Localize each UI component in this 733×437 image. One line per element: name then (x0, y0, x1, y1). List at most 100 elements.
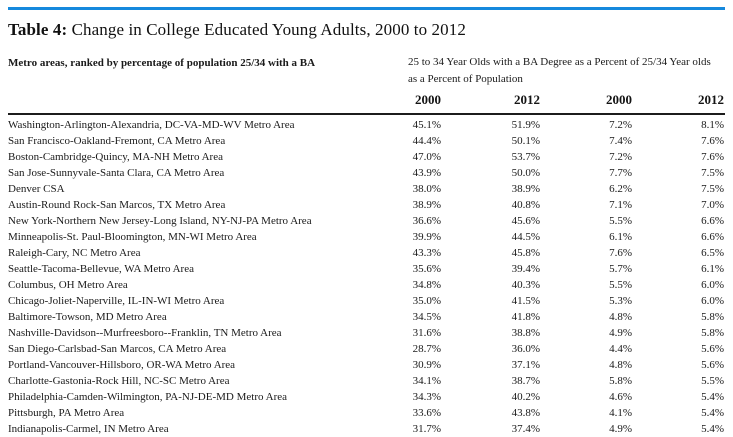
value-cell: 43.8% (511, 407, 540, 419)
value-cell: 7.1% (609, 199, 632, 211)
values-header-line2: as a Percent of Population (408, 72, 523, 85)
metro-name-cell: San Jose-Sunnyvale-Santa Clara, CA Metro… (8, 167, 225, 179)
metro-data-table: 2000 2012 2000 2012 Washington-Arlington… (8, 90, 725, 437)
value-cell: 5.8% (701, 327, 724, 339)
table-row: Austin-Round Rock-San Marcos, TX Metro A… (8, 197, 725, 213)
value-cell: 41.5% (511, 295, 540, 307)
value-cell: 45.8% (511, 247, 540, 259)
value-cell: 45.1% (412, 119, 441, 131)
value-cell: 53.7% (511, 151, 540, 163)
value-cell: 34.3% (412, 391, 441, 403)
value-cell: 5.7% (609, 263, 632, 275)
value-cell: 5.5% (701, 375, 724, 387)
value-cell: 36.6% (412, 215, 441, 227)
table-row: Denver CSA 38.0% 38.9% 6.2% 7.5% (8, 181, 725, 197)
value-cell: 47.0% (412, 151, 441, 163)
metro-name-cell: Columbus, OH Metro Area (8, 279, 128, 291)
value-cell: 28.7% (412, 343, 441, 355)
metro-name-cell: Denver CSA (8, 183, 65, 195)
value-cell: 7.0% (701, 199, 724, 211)
table-row: San Francisco-Oakland-Fremont, CA Metro … (8, 133, 725, 149)
value-cell: 7.7% (609, 167, 632, 179)
value-cell: 7.6% (609, 247, 632, 259)
value-cell: 6.5% (701, 247, 724, 259)
table-title-text: Change in College Educated Young Adults,… (67, 20, 466, 39)
value-cell: 4.8% (609, 311, 632, 323)
table-row: Washington-Arlington-Alexandria, DC-VA-M… (8, 114, 725, 133)
table-row: Minneapolis-St. Paul-Bloomington, MN-WI … (8, 229, 725, 245)
value-cell: 6.1% (609, 231, 632, 243)
value-cell: 41.8% (511, 311, 540, 323)
table-subheader: Metro areas, ranked by percentage of pop… (8, 54, 725, 87)
value-cell: 33.6% (412, 407, 441, 419)
metro-name-cell: Raleigh-Cary, NC Metro Area (8, 247, 141, 259)
table-row: Raleigh-Cary, NC Metro Area 43.3% 45.8% 7.6… (8, 245, 725, 261)
value-cell: 4.8% (609, 359, 632, 371)
value-cell: 4.6% (609, 391, 632, 403)
metro-name-cell: Chicago-Joliet-Naperville, IL-IN-WI Metr… (8, 295, 225, 307)
metro-name-cell: Pittsburgh, PA Metro Area (8, 407, 125, 419)
value-cell: 5.4% (701, 407, 724, 419)
value-cell: 43.9% (412, 167, 441, 179)
value-cell: 5.6% (701, 359, 724, 371)
value-cell: 38.9% (511, 183, 540, 195)
table-row: Charlotte-Gastonia-Rock Hill, NC-SC Metr… (8, 373, 725, 389)
table-row: Seattle-Tacoma-Bellevue, WA Metro Area 35… (8, 261, 725, 277)
value-cell: 44.4% (412, 135, 441, 147)
metro-name-cell: Indianapolis-Carmel, IN Metro Area (8, 423, 169, 435)
table-row: Philadelphia-Camden-Wilmington, PA-NJ-DE… (8, 389, 725, 405)
value-cell: 4.9% (609, 327, 632, 339)
value-cell: 5.8% (609, 375, 632, 387)
table-body: Washington-Arlington-Alexandria, DC-VA-M… (8, 114, 725, 437)
value-cell: 30.9% (412, 359, 441, 371)
value-cell: 35.0% (412, 295, 441, 307)
metro-name-cell: Washington-Arlington-Alexandria, DC-VA-M… (8, 119, 295, 131)
value-cell: 5.5% (609, 215, 632, 227)
value-cell: 40.8% (511, 199, 540, 211)
value-cell: 35.6% (412, 263, 441, 275)
metro-name-cell: Philadelphia-Camden-Wilmington, PA-NJ-DE… (8, 391, 287, 403)
value-cell: 34.1% (412, 375, 441, 387)
value-cell: 7.2% (609, 119, 632, 131)
value-cell: 6.6% (701, 231, 724, 243)
table-row: Columbus, OH Metro Area 34.8% 40.3% 5.5% 6.0… (8, 277, 725, 293)
value-cell: 6.0% (701, 279, 724, 291)
value-cell: 38.7% (511, 375, 540, 387)
value-cell: 40.2% (511, 391, 540, 403)
metro-name-cell: Charlotte-Gastonia-Rock Hill, NC-SC Metr… (8, 375, 230, 387)
value-cell: 5.8% (701, 311, 724, 323)
value-cell: 5.3% (609, 295, 632, 307)
value-cell: 7.6% (701, 151, 724, 163)
table-row: Indianapolis-Carmel, IN Metro Area 31.7% 3… (8, 421, 725, 437)
values-column-group-header: 25 to 34 Year Olds with a BA Degree as a… (408, 54, 725, 87)
value-cell: 5.5% (609, 279, 632, 291)
value-cell: 50.1% (511, 135, 540, 147)
year-column-header-pct-2000: 2000 (541, 90, 633, 115)
values-header-line1: 25 to 34 Year Olds with a BA Degree as a… (408, 56, 711, 68)
page-title: Table 4: Change in College Educated Youn… (8, 19, 725, 41)
value-cell: 7.2% (609, 151, 632, 163)
value-cell: 7.5% (701, 183, 724, 195)
value-cell: 4.1% (609, 407, 632, 419)
table-row: Chicago-Joliet-Naperville, IL-IN-WI Metr… (8, 293, 725, 309)
metro-name-cell: Austin-Round Rock-San Marcos, TX Metro A… (8, 199, 226, 211)
metro-name-cell: San Francisco-Oakland-Fremont, CA Metro … (8, 135, 226, 147)
value-cell: 6.1% (701, 263, 724, 275)
value-cell: 38.8% (511, 327, 540, 339)
metro-name-cell: Baltimore-Towson, MD Metro Area (8, 311, 167, 323)
value-cell: 5.4% (701, 391, 724, 403)
value-cell: 38.9% (412, 199, 441, 211)
top-accent-rule (8, 7, 725, 10)
table-row: Boston-Cambridge-Quincy, MA-NH Metro Are… (8, 149, 725, 165)
year-column-header-ba-2000: 2000 (368, 90, 442, 115)
value-cell: 31.6% (412, 327, 441, 339)
value-cell: 38.0% (412, 183, 441, 195)
value-cell: 6.2% (609, 183, 632, 195)
value-cell: 5.6% (701, 343, 724, 355)
value-cell: 6.0% (701, 295, 724, 307)
value-cell: 36.0% (511, 343, 540, 355)
table-number-label: Table 4: (8, 20, 68, 39)
value-cell: 43.3% (412, 247, 441, 259)
metro-name-cell: Boston-Cambridge-Quincy, MA-NH Metro Are… (8, 151, 223, 163)
metro-column-header (8, 90, 368, 115)
